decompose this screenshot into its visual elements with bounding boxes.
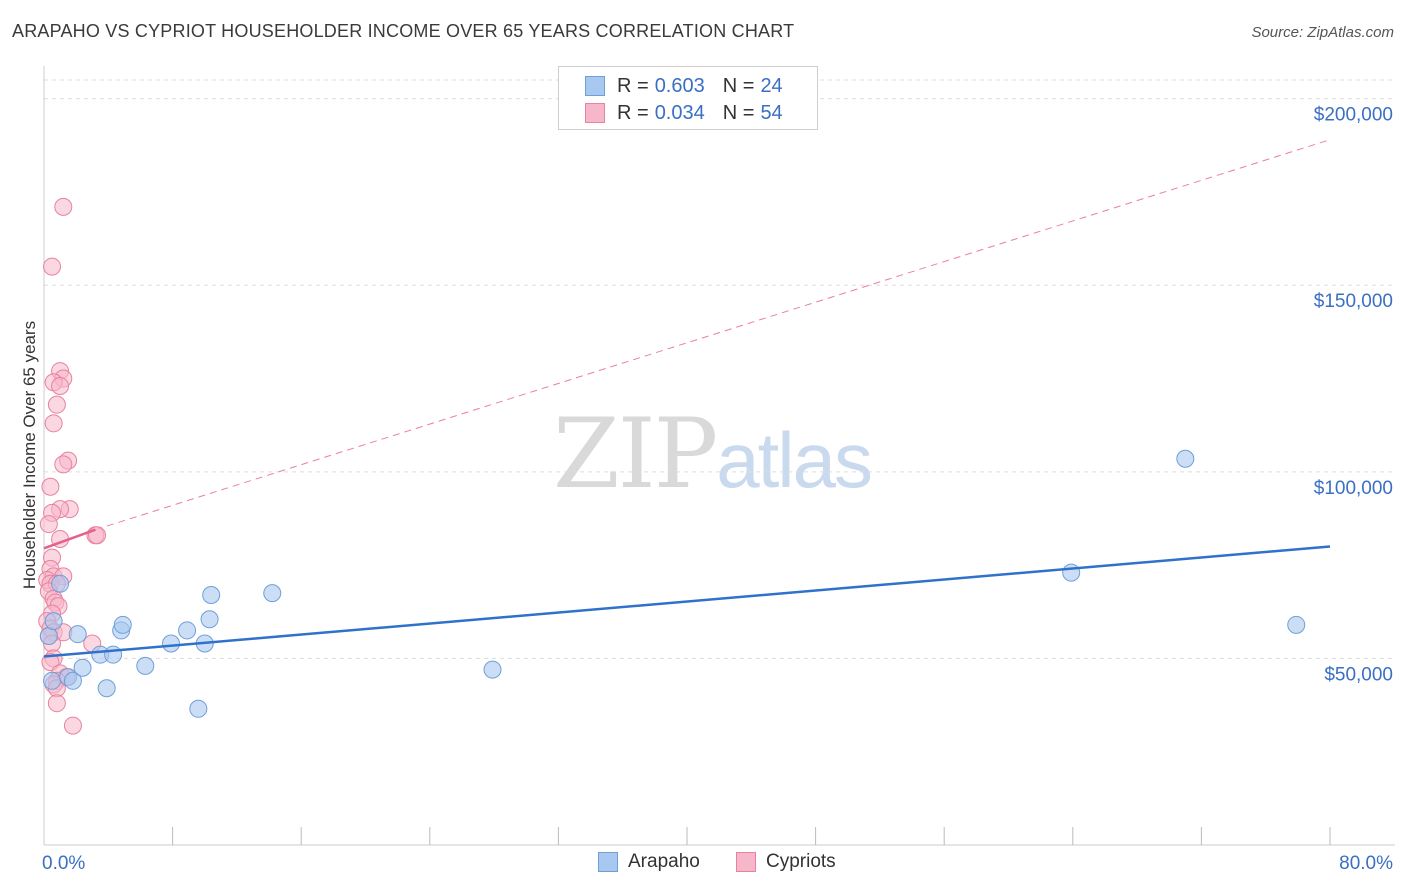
- arapaho-point: [51, 574, 70, 593]
- arapaho-point: [113, 615, 132, 634]
- arapaho-point: [97, 679, 116, 698]
- legend-n-label: N =: [722, 74, 755, 97]
- legend-n-label: N =: [722, 101, 755, 124]
- bottom-legend-arapaho: Arapaho: [598, 851, 700, 873]
- legend-r-value: 0.603: [654, 74, 705, 97]
- y-tick-label: $150,000: [1314, 291, 1393, 312]
- arapaho-swatch: [585, 76, 605, 96]
- cypriots-point: [63, 716, 82, 735]
- bottom-legend-cypriots: Cypriots: [736, 851, 836, 873]
- source-label: Source: ZipAtlas.com: [1251, 24, 1394, 41]
- cypriots-point: [44, 414, 63, 433]
- x-tick-label: 80.0%: [1339, 853, 1393, 874]
- watermark: ZIPatlas: [553, 398, 873, 510]
- arapaho-point: [1287, 615, 1306, 634]
- arapaho-point: [202, 585, 221, 604]
- arapaho-legend-swatch: [598, 852, 618, 872]
- arapaho-point: [178, 621, 197, 640]
- arapaho-point: [1062, 563, 1081, 582]
- watermark-atlas: atlas: [716, 416, 873, 504]
- arapaho-point: [43, 671, 62, 690]
- watermark-zip: ZIP: [553, 398, 718, 510]
- cypriots-point: [54, 197, 73, 216]
- arapaho-trend-line: [43, 545, 1331, 658]
- legend-row-cypriots: R = 0.034 N = 54: [585, 101, 783, 125]
- y-tick-label: $50,000: [1324, 664, 1393, 685]
- y-axis-label: Householder Income Over 65 years: [20, 320, 39, 590]
- cypriots-trend-extension: [95, 139, 1331, 531]
- arapaho-point: [200, 610, 219, 629]
- y-tick-label: $100,000: [1314, 478, 1393, 499]
- cypriots-swatch: [585, 103, 605, 123]
- arapaho-point: [263, 584, 282, 603]
- cypriots-point: [47, 395, 66, 414]
- cypriots-legend-label: Cypriots: [766, 851, 836, 872]
- arapaho-point: [44, 612, 63, 631]
- arapaho-point: [1176, 449, 1195, 468]
- legend-n-value: 54: [760, 101, 783, 124]
- arapaho-point: [483, 660, 502, 679]
- arapaho-point: [68, 625, 87, 644]
- cypriots-point: [88, 526, 107, 545]
- arapaho-point: [73, 658, 92, 677]
- cypriots-trend-line: [43, 528, 96, 550]
- y-tick-label: $200,000: [1314, 105, 1393, 126]
- arapaho-point: [104, 645, 123, 664]
- cypriots-point: [51, 377, 70, 395]
- arapaho-point: [63, 671, 82, 690]
- cypriots-point: [47, 694, 66, 713]
- arapaho-point: [39, 627, 58, 646]
- cypriots-legend-swatch: [736, 852, 756, 872]
- legend-n-value: 24: [760, 74, 783, 97]
- cypriots-point: [43, 257, 62, 276]
- stats-legend: R = 0.603 N = 24 R = 0.034 N = 54: [558, 66, 818, 130]
- legend-r-label: R =: [617, 101, 649, 124]
- cypriots-point: [54, 455, 73, 474]
- cypriots-point: [41, 477, 60, 496]
- legend-r-value: 0.034: [654, 101, 705, 124]
- cypriots-point: [39, 515, 58, 534]
- arapaho-legend-label: Arapaho: [628, 851, 700, 872]
- arapaho-point: [161, 634, 180, 653]
- arapaho-point: [189, 699, 208, 718]
- legend-row-arapaho: R = 0.603 N = 24: [585, 74, 783, 98]
- arapaho-point: [136, 656, 155, 675]
- legend-r-label: R =: [617, 74, 649, 97]
- x-tick-label: 0.0%: [42, 853, 85, 874]
- chart-title: ARAPAHO VS CYPRIOT HOUSEHOLDER INCOME OV…: [12, 21, 795, 41]
